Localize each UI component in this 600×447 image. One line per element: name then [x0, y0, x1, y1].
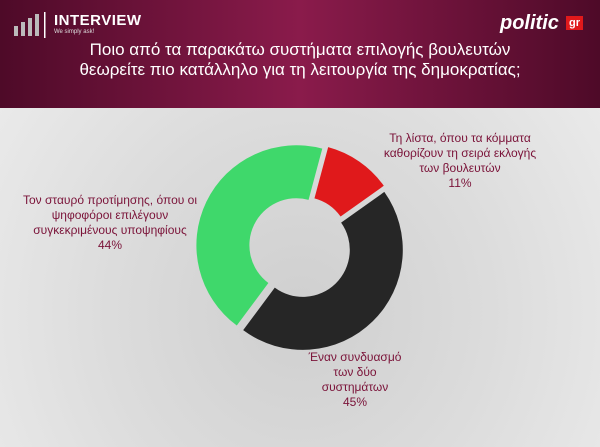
slice-label: Τον σταυρό προτίμησης, όπου οι ψηφοφόροι… — [10, 193, 210, 253]
category-label: Έναν συνδυασμό των δύο συστημάτων — [308, 350, 402, 394]
slice-label: Έναν συνδυασμό των δύο συστημάτων 45% — [305, 350, 405, 410]
chart-title: Ποιο από τα παρακάτω συστήματα επιλογής … — [79, 40, 521, 79]
category-label: Τον σταυρό προτίμησης, όπου οι ψηφοφόροι… — [23, 193, 197, 237]
publisher: politic — [500, 12, 559, 34]
donut-slice — [196, 145, 323, 326]
publisher-suffix: gr — [566, 16, 583, 30]
value-label: 45% — [342, 395, 368, 409]
slice-label: Τη λίστα, όπου τα κόμματα καθορίζουν τη … — [375, 131, 545, 191]
brand: INTERVIEW — [54, 12, 142, 29]
donut-slice — [314, 147, 384, 217]
header — [0, 0, 600, 108]
value-label: 11% — [448, 176, 472, 190]
donut-slice — [243, 191, 403, 350]
category-label: Τη λίστα, όπου τα κόμματα καθορίζουν τη … — [383, 131, 537, 175]
tagline: We simply ask! — [54, 29, 95, 35]
value-label: 44% — [97, 238, 123, 252]
brand-icon — [14, 12, 46, 38]
